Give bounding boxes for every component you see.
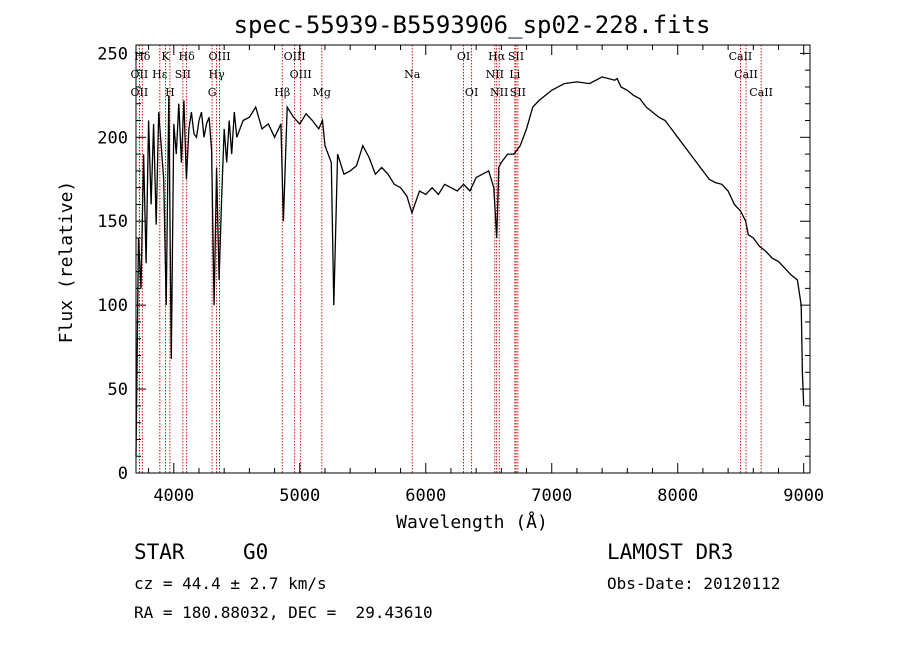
chart-title: spec-55939-B5593906_sp02-228.fits [234, 11, 711, 39]
spectral-line-label: NII [490, 86, 508, 99]
spectral-line-label: OII [131, 68, 149, 81]
y-tick-label: 100 [97, 296, 128, 316]
plot-frame [135, 44, 811, 474]
object-subclass: G0 [243, 540, 269, 564]
y-tick-label: 0 [118, 464, 128, 484]
spectral-line-label: OIII [290, 68, 312, 81]
spectral-line-label: CaII [749, 86, 773, 99]
y-axis: 0 50 100 150 200 250 [97, 44, 810, 484]
x-tick-label: 8000 [657, 486, 698, 506]
x-tick-label: 7000 [531, 486, 572, 506]
flux-series-line [135, 76, 805, 457]
spectral-line-label: K [161, 50, 170, 63]
spectral-line-label: CaII [729, 50, 753, 63]
survey-name: LAMOST DR3 [607, 540, 734, 564]
x-tick-label: 9000 [783, 486, 824, 506]
sky-coordinates: RA = 180.88032, DEC = 29.43610 [134, 603, 433, 622]
spectral-line-markers [138, 45, 762, 473]
spectral-line-label: Hγ [209, 68, 226, 81]
spectral-line-label: SII [510, 86, 526, 99]
observation-date: Obs-Date: 20120112 [607, 574, 781, 593]
y-tick-label: 150 [97, 212, 128, 232]
y-tick-label: 250 [97, 44, 128, 64]
spectral-line-label: SII [175, 68, 191, 81]
y-axis-label: Flux (relative) [56, 181, 77, 344]
spectral-line-label: OIII [208, 50, 230, 63]
spectral-line-label: NII [486, 68, 504, 81]
spectral-line-label: Na [404, 68, 421, 81]
spectral-line-label: OII [131, 86, 149, 99]
spectral-line-label: OI [465, 86, 478, 99]
y-tick-label: 200 [97, 128, 128, 148]
spectral-line-label: Hδ [179, 50, 196, 63]
spectral-line-label: Li [509, 68, 520, 81]
spectral-line-label: Hδ [134, 50, 151, 63]
x-axis: 4000 5000 6000 7000 8000 9000 [148, 45, 824, 506]
y-tick-label: 50 [108, 380, 128, 400]
x-tick-label: 5000 [279, 486, 320, 506]
spectral-line-label: OI [457, 50, 470, 63]
x-tick-label: 4000 [153, 486, 194, 506]
spectral-line-label: SII [508, 50, 524, 63]
spectral-line-label: H [165, 86, 175, 99]
x-axis-label: Wavelength (Å) [396, 511, 548, 533]
spectral-line-label: G [208, 86, 217, 99]
x-tick-label: 6000 [405, 486, 446, 506]
spectral-line-label: OIII [284, 50, 306, 63]
spectral-line-label: Mg [313, 86, 331, 99]
spectral-line-label: CaII [734, 68, 758, 81]
spectral-line-label: Hε [152, 68, 168, 81]
redshift-cz: cz = 44.4 ± 2.7 km/s [134, 574, 327, 593]
object-class: STAR [134, 540, 185, 564]
spectral-line-label: Hα [488, 50, 506, 63]
spectral-line-label: Hβ [274, 86, 290, 99]
